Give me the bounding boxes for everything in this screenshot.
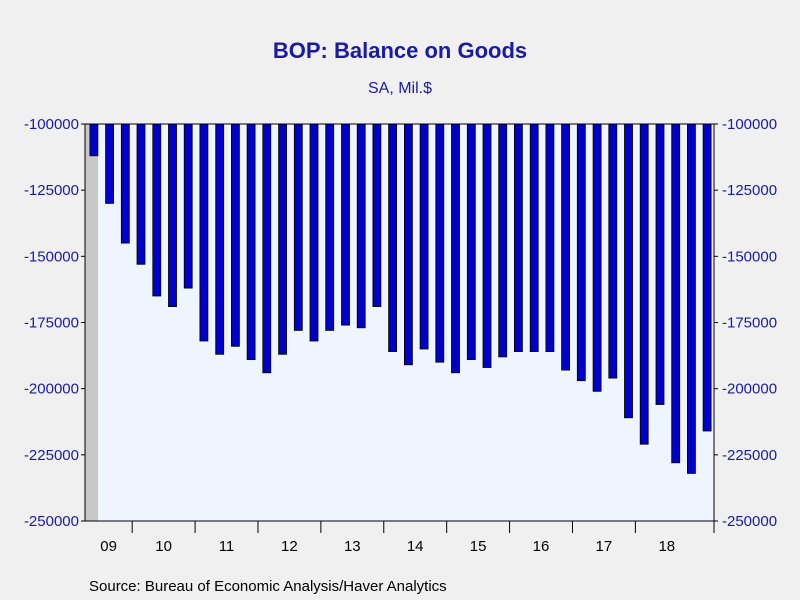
source-note: Source: Bureau of Economic Analysis/Have…: [89, 578, 447, 595]
bar-31: [576, 123, 586, 382]
ytick-label-left-3: -175000: [24, 315, 79, 332]
bar-33: [608, 123, 618, 379]
xtick-label-18: 18: [658, 538, 675, 555]
ytick-label-right-6: -250000: [722, 513, 777, 530]
bar-6: [183, 123, 193, 289]
bar-9: [230, 123, 240, 347]
bar-7: [199, 123, 209, 342]
ytick-label-right-2: -150000: [722, 248, 777, 265]
bar-13: [293, 123, 303, 331]
ytick-label-right-3: -175000: [722, 315, 777, 332]
xtick-label-12: 12: [281, 538, 298, 555]
bar-30: [561, 123, 570, 371]
ytick-label-left-2: -150000: [24, 248, 79, 265]
bar-21: [419, 123, 429, 350]
xtick-label-09: 09: [100, 538, 117, 555]
bar-4: [152, 123, 162, 297]
bar-15: [325, 123, 335, 331]
bar-22: [435, 123, 445, 363]
bar-29: [545, 123, 555, 353]
chart-subtitle: SA, Mil.$: [367, 80, 432, 97]
bar-25: [482, 123, 492, 368]
bar-37: [671, 123, 681, 464]
chart-title: BOP: Balance on Goods: [272, 38, 528, 63]
ytick-label-left-5: -225000: [24, 447, 79, 464]
bar-34: [624, 123, 633, 419]
bar-1: [105, 123, 114, 204]
bar-17: [356, 123, 366, 329]
ytick-label-right-0: -100000: [722, 116, 777, 133]
xtick-label-16: 16: [533, 538, 550, 555]
ytick-label-left-4: -200000: [24, 381, 79, 398]
plot-area: [85, 124, 714, 521]
bar-36: [655, 123, 665, 405]
xtick-label-13: 13: [344, 538, 361, 555]
bar-0: [89, 123, 99, 157]
recession-shade: [85, 124, 98, 521]
ytick-label-left-1: -125000: [24, 182, 79, 199]
bar-5: [168, 123, 177, 308]
ytick-label-right-1: -125000: [722, 182, 777, 199]
bar-8: [215, 123, 225, 355]
bar-23: [451, 123, 460, 374]
ytick-label-right-4: -200000: [722, 381, 777, 398]
bar-14: [309, 123, 319, 342]
ytick-label-left-0: -100000: [24, 116, 79, 133]
bar-20: [403, 123, 413, 366]
ytick-label-right-5: -225000: [722, 447, 777, 464]
xtick-label-14: 14: [407, 538, 424, 555]
bar-24: [466, 123, 476, 361]
xtick-label-10: 10: [155, 538, 172, 555]
bar-11: [262, 123, 272, 374]
xtick-label-17: 17: [596, 538, 613, 555]
bar-39: [702, 123, 712, 432]
bar-38: [687, 123, 696, 474]
bar-3: [136, 123, 146, 265]
xtick-label-15: 15: [470, 538, 487, 555]
bar-12: [278, 123, 288, 355]
bar-32: [592, 123, 602, 392]
bar-27: [514, 123, 523, 353]
bar-16: [341, 123, 350, 326]
ytick-label-left-6: -250000: [24, 513, 79, 530]
bar-35: [639, 123, 649, 445]
bar-19: [388, 123, 398, 353]
bar-10: [246, 123, 256, 361]
xtick-label-11: 11: [219, 538, 235, 555]
bar-26: [498, 123, 508, 358]
bar-2: [120, 123, 130, 244]
bar-18: [372, 123, 382, 308]
bar-28: [529, 123, 539, 353]
